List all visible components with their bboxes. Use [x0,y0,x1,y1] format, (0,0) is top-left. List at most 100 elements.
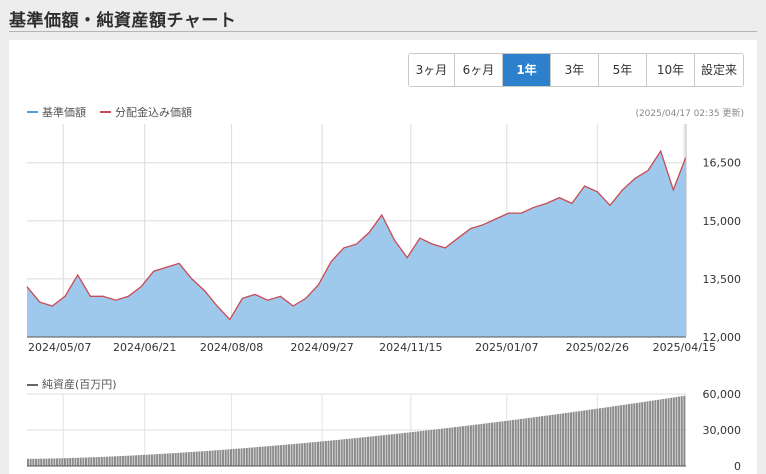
title-divider [9,31,757,32]
period-button-3y[interactable]: 3年 [550,54,598,86]
asset-bar [108,456,111,466]
asset-bar [92,457,95,466]
price-x-tick-label: 2025/01/07 [475,341,538,354]
price-x-tick-label: 2024/06/21 [113,341,176,354]
asset-bar [198,451,201,466]
period-button-3m[interactable]: 3ヶ月 [409,54,454,86]
asset-bar [620,405,623,466]
page-title: 基準価額・純資産額チャート [9,11,237,31]
asset-bar [224,449,227,466]
asset-bar [322,441,325,466]
asset-bar [657,399,660,466]
asset-bar [374,435,377,466]
asset-bar [459,426,462,466]
asset-bar [166,453,169,466]
asset-bar [509,420,512,466]
legend-label-nav: 基準価額 [42,106,86,119]
asset-bar [393,434,396,466]
asset-bar [343,439,346,466]
asset-bar [338,439,341,466]
asset-bar [385,434,388,466]
asset-y-tick-label: 0 [734,460,741,473]
asset-bar [190,451,193,466]
asset-bar [306,442,309,466]
asset-bar [79,457,82,466]
asset-bar [633,403,636,466]
asset-bar [622,404,625,466]
asset-bar [156,454,159,466]
asset-bar [504,420,507,466]
asset-bar [158,453,161,466]
asset-bar [208,450,211,466]
asset-bar [222,449,225,466]
asset-bar [593,408,596,466]
asset-bar [324,441,327,466]
asset-bar [461,426,464,466]
asset-y-tick-label: 60,000 [703,388,742,401]
asset-bar [575,411,578,466]
asset-bar [77,457,80,466]
asset-bar [583,410,586,466]
asset-bar [443,428,446,466]
asset-bar [48,458,51,466]
price-x-tick-label: 2025/04/15 [653,341,716,354]
asset-bar [258,446,262,466]
asset-bar [295,443,298,466]
asset-bar [348,438,351,466]
price-y-tick-label: 16,500 [703,157,742,170]
asset-bar [646,401,649,466]
asset-bar [169,453,172,466]
asset-bar [111,456,114,466]
asset-bar [203,451,206,466]
asset-bar [680,396,683,466]
asset-bar [195,451,198,466]
asset-bar [446,428,449,466]
asset-bar [34,458,37,466]
asset-bar [95,457,98,466]
asset-bar [559,413,562,466]
period-button-6m[interactable]: 6ヶ月 [454,54,502,86]
series-area-nav [27,151,686,337]
asset-bar [121,455,124,466]
asset-bar [50,458,53,466]
asset-bar [211,450,214,466]
chart-legend: 基準価額 分配金込み価額 [27,104,192,120]
asset-bar [570,412,573,466]
asset-bar [617,405,620,466]
period-selector: 3ヶ月 6ヶ月 1年 3年 5年 10年 設定来 [408,53,744,87]
asset-bar [551,414,554,466]
asset-bar [377,435,380,466]
period-button-10y[interactable]: 10年 [646,54,694,86]
period-button-since-inception[interactable]: 設定来 [694,54,743,86]
asset-bar [643,401,646,466]
asset-bar [316,441,319,466]
asset-bar [330,440,333,466]
asset-bar [29,458,32,466]
asset-bar [319,441,322,466]
asset-bar [614,405,617,466]
asset-bar [427,430,430,466]
asset-bar [435,429,438,466]
asset-bar [37,458,40,466]
asset-bar [456,426,459,466]
period-button-5y[interactable]: 5年 [598,54,646,86]
updated-timestamp: (2025/04/17 02:35 更新) [635,109,744,119]
asset-bar [670,397,673,466]
asset-bar [401,433,404,466]
asset-bar [414,431,417,466]
asset-bar [42,458,45,466]
asset-bar [493,422,496,466]
period-button-1y[interactable]: 1年 [502,54,550,86]
asset-bar [369,436,372,466]
asset-bar [564,413,567,466]
asset-bar [150,454,153,466]
asset-bar [127,455,130,466]
asset-bar [654,400,657,466]
price-y-tick-label: 15,000 [703,215,742,228]
asset-bar [137,455,140,466]
legend-swatch-nav [27,111,38,113]
asset-bar [451,427,454,466]
asset-bar [356,437,359,466]
asset-bar [475,424,478,466]
